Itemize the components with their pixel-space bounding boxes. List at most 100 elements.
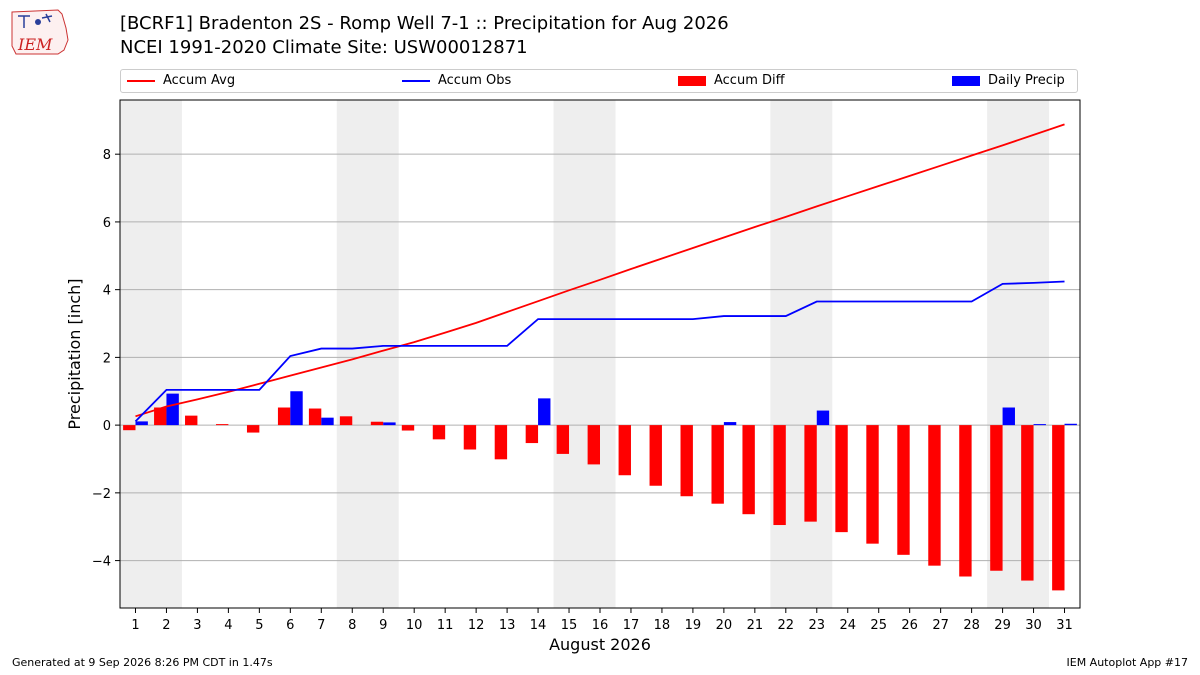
x-tick-label: 5 — [255, 618, 263, 633]
legend-swatch-daily-precip — [952, 75, 980, 86]
accum-diff-bar — [711, 425, 724, 504]
accum-diff-bar — [246, 425, 260, 433]
legend-label-daily-precip: Daily Precip — [988, 73, 1065, 88]
x-tick-label: 20 — [716, 618, 733, 633]
legend-swatch-accum-obs — [402, 79, 430, 82]
accum-diff-bar — [959, 425, 972, 577]
daily-precip-bar — [816, 410, 830, 426]
accum-diff-bar — [897, 425, 910, 555]
x-tick-label: 16 — [592, 618, 609, 633]
x-tick-label: 30 — [1025, 618, 1042, 633]
accum-diff-bar — [1021, 425, 1034, 581]
legend-item-accum-avg: Accum Avg — [127, 73, 235, 88]
legend-item-accum-diff: Accum Diff — [678, 73, 785, 88]
x-axis-label: August 2026 — [549, 635, 651, 654]
accum-diff-bar — [432, 425, 446, 440]
legend-label-accum-obs: Accum Obs — [438, 73, 512, 88]
accum-diff-bar — [618, 425, 631, 476]
accum-diff-bar — [216, 424, 229, 426]
accum-diff-bar — [649, 425, 662, 486]
y-tick-label: 4 — [103, 284, 111, 299]
x-tick-label: 19 — [685, 618, 702, 633]
x-tick-label: 7 — [317, 618, 325, 633]
x-tick-label: 14 — [530, 618, 547, 633]
accum-diff-bar — [1052, 425, 1065, 591]
accum-diff-bar — [587, 425, 600, 465]
x-tick-label: 11 — [437, 618, 454, 633]
legend-label-accum-diff: Accum Diff — [714, 73, 785, 88]
x-tick-label: 4 — [224, 618, 232, 633]
legend-item-daily-precip: Daily Precip — [952, 73, 1065, 88]
weekend-shade — [336, 100, 399, 608]
accum-diff-bar — [680, 425, 693, 497]
weekend-shade — [120, 100, 182, 608]
x-tick-label: 17 — [623, 618, 640, 633]
x-tick-label: 13 — [499, 618, 516, 633]
daily-precip-bar — [383, 422, 396, 426]
accum-diff-bar — [370, 421, 384, 426]
accum-diff-bar — [928, 425, 941, 566]
accum-diff-bar — [990, 425, 1003, 571]
x-tick-label: 1 — [131, 618, 139, 633]
legend: Accum Avg Accum Obs Accum Diff Daily Pre… — [120, 69, 1078, 93]
x-tick-label: 8 — [348, 618, 356, 633]
y-tick-label: −2 — [92, 487, 111, 502]
accum-diff-bar — [742, 425, 755, 515]
daily-precip-bar — [135, 421, 148, 426]
app-label: IEM Autoplot App #17 — [1066, 656, 1189, 669]
accum-diff-bar — [804, 425, 817, 522]
daily-precip-bar — [166, 393, 179, 426]
x-tick-label: 31 — [1056, 618, 1073, 633]
daily-precip-bar — [723, 422, 737, 426]
x-tick-label: 24 — [839, 618, 856, 633]
weekend-shade — [553, 100, 616, 608]
accum-diff-bar — [463, 425, 477, 450]
accum-diff-bar — [525, 425, 539, 444]
legend-item-accum-obs: Accum Obs — [402, 73, 511, 88]
accum-diff-bar — [866, 425, 879, 544]
daily-precip-bar — [538, 398, 551, 426]
accum-diff-bar — [277, 407, 291, 426]
x-tick-label: 22 — [778, 618, 795, 633]
daily-precip-bar — [321, 417, 334, 426]
daily-precip-bar — [1064, 423, 1077, 426]
y-axis-label: Precipitation [inch] — [65, 278, 84, 429]
accum-diff-bar — [835, 425, 848, 533]
generated-timestamp: Generated at 9 Sep 2026 8:26 PM CDT in 1… — [12, 656, 273, 669]
x-tick-label: 21 — [747, 618, 764, 633]
daily-precip-bar — [290, 391, 303, 426]
accum-diff-bar — [494, 425, 508, 460]
y-tick-label: 6 — [103, 216, 111, 231]
x-tick-label: 9 — [379, 618, 387, 633]
legend-label-accum-avg: Accum Avg — [163, 73, 236, 88]
accum-diff-bar — [556, 425, 570, 454]
x-tick-label: 26 — [901, 618, 918, 633]
accum-diff-bar — [308, 408, 322, 426]
x-tick-label: 23 — [809, 618, 826, 633]
accum-obs-line — [134, 280, 1065, 423]
x-tick-label: 2 — [162, 618, 170, 633]
x-tick-label: 10 — [406, 618, 423, 633]
chart-title: [BCRF1] Bradenton 2S - Romp Well 7-1 :: … — [120, 13, 729, 34]
chart-subtitle: NCEI 1991-2020 Climate Site: USW00012871 — [120, 37, 528, 58]
legend-swatch-accum-avg — [127, 79, 155, 82]
iem-logo: IEM — [11, 9, 69, 55]
y-tick-label: 0 — [103, 419, 111, 434]
weekend-shade — [770, 100, 833, 608]
y-tick-label: −4 — [92, 555, 111, 570]
accum-diff-bar — [401, 425, 415, 431]
daily-precip-bar — [1033, 424, 1046, 426]
x-tick-label: 18 — [654, 618, 671, 633]
y-tick-label: 2 — [103, 351, 111, 366]
x-tick-label: 25 — [870, 618, 887, 633]
x-tick-label: 12 — [468, 618, 485, 633]
x-tick-label: 15 — [561, 618, 578, 633]
accum-diff-bar — [339, 416, 353, 426]
x-tick-label: 6 — [286, 618, 294, 633]
logo-text: IEM — [17, 35, 53, 54]
accum-diff-bar — [123, 425, 136, 431]
x-tick-label: 27 — [932, 618, 949, 633]
accum-diff-bar — [773, 425, 786, 526]
x-tick-label: 3 — [193, 618, 201, 633]
